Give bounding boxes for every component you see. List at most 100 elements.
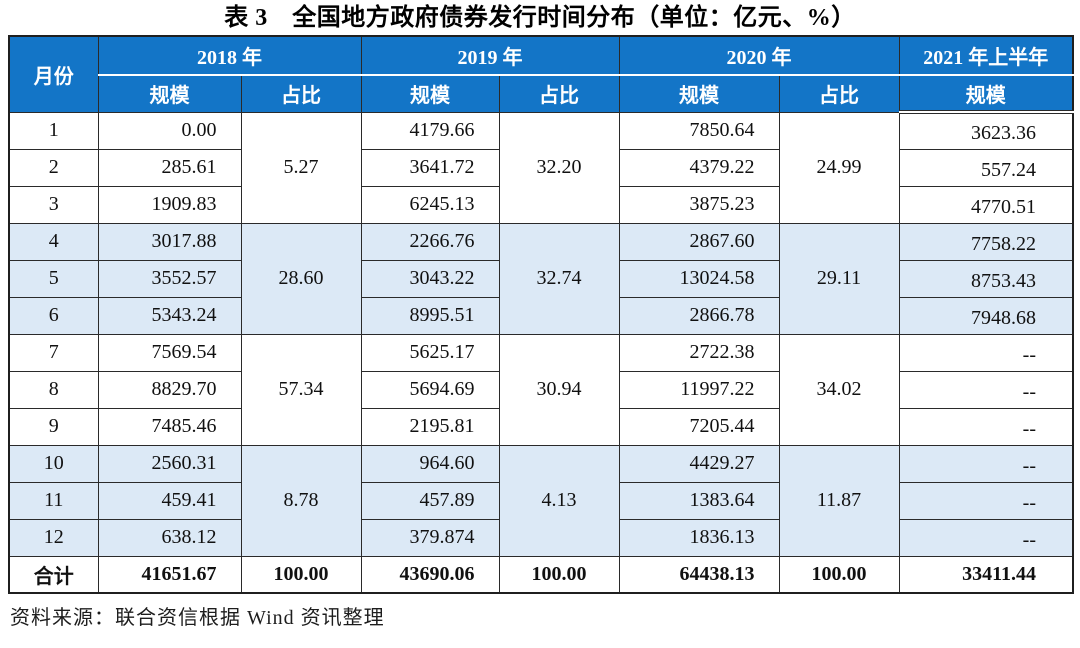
scale-2021-cell: 7758.22: [898, 222, 1074, 261]
share-2019-cell: 32.74: [498, 222, 620, 335]
scale-2021-cell: --: [898, 481, 1074, 520]
scale-2021-cell: --: [898, 370, 1074, 409]
table-row: 4 3017.88 28.60 2266.76 32.74 2867.60 29.11 775…: [8, 222, 1074, 335]
month-cell: 5: [8, 259, 99, 298]
scale-2019-cell: 2266.76: [360, 222, 500, 261]
share-2020-cell: 29.11: [778, 222, 900, 335]
scale-2019-cell: 2195.81: [360, 407, 500, 446]
month-cell: 10: [8, 444, 99, 483]
total-2021-scale: 33411.44: [898, 555, 1074, 594]
share-2019-cell: 30.94: [498, 333, 620, 446]
header-year-row: 月份 2018 年 2019 年 2020 年 2021 年上半年: [8, 35, 1074, 113]
scale-2018-cell: 3017.88: [97, 222, 242, 261]
col-header-share-0: 占比: [240, 74, 362, 113]
scale-2020-cell: 1836.13: [618, 518, 780, 557]
col-header-share-1: 占比: [498, 74, 620, 113]
scale-2020-cell: 13024.58: [618, 259, 780, 298]
scale-2021-cell: --: [898, 333, 1074, 372]
scale-2020-cell: 2866.78: [618, 296, 780, 335]
scale-2018-cell: 0.00: [97, 111, 242, 150]
scale-2021-cell: 7948.68: [898, 296, 1074, 335]
scale-2021-cell: 557.24: [898, 148, 1074, 187]
scale-2019-cell: 8995.51: [360, 296, 500, 335]
scale-2018-cell: 2560.31: [97, 444, 242, 483]
share-2019-cell: 32.20: [498, 111, 620, 224]
table-head: 月份 2018 年 2019 年 2020 年 2021 年上半年 规模 占比 规模 占比 规模占…: [8, 35, 1074, 113]
table-row: 6 5343.24 8995.51 2866.78 7948.68: [8, 296, 1074, 335]
scale-2019-cell: 3641.72: [360, 148, 500, 187]
share-2018-cell: 28.60: [240, 222, 362, 335]
total-2018-scale: 41651.67: [97, 555, 242, 594]
col-header-share-2: 占比: [778, 74, 900, 113]
scale-2019-cell: 5694.69: [360, 370, 500, 409]
table-row: 11 459.41 457.89 1383.64 --: [8, 481, 1074, 520]
scale-2020-cell: 2722.38: [618, 333, 780, 372]
col-header-year-2: 2020 年: [618, 35, 900, 76]
scale-2020-cell: 2867.60: [618, 222, 780, 261]
scale-2021-cell: --: [898, 518, 1074, 557]
col-header-year-1: 2019 年: [360, 35, 620, 76]
table-row: 8 8829.70 5694.69 11997.22 --: [8, 370, 1074, 409]
scale-2020-cell: 4429.27: [618, 444, 780, 483]
total-2020-scale: 64438.13: [618, 555, 780, 594]
month-cell: 12: [8, 518, 99, 557]
table-body: 1 0.00 5.27 4179.66 32.20 7850.64 24.99 3623.36…: [8, 110, 1074, 594]
month-cell: 6: [8, 296, 99, 335]
table-title: 表 3 全国地方政府债券发行时间分布（单位：亿元、%）: [224, 5, 856, 31]
scale-2021-cell: --: [898, 444, 1074, 483]
scale-2019-cell: 6245.13: [360, 185, 500, 224]
total-row: 合计 41651.67 100.00 43690.06 100.00 64438.13 10…: [8, 555, 1074, 594]
scale-2020-cell: 7205.44: [618, 407, 780, 446]
table-row: 5 3552.57 3043.22 13024.58 8753.43: [8, 259, 1074, 298]
table-row: 3 1909.83 6245.13 3875.23 4770.51: [8, 185, 1074, 224]
share-2018-cell: 8.78: [240, 444, 362, 557]
col-header-scale-2: 规模: [618, 74, 780, 113]
scale-2020-cell: 3875.23: [618, 185, 780, 224]
col-header-scale-2021: 规模: [898, 74, 1074, 113]
scale-2021-cell: 8753.43: [898, 259, 1074, 298]
total-2020-share: 100.00: [778, 555, 900, 594]
month-cell: 1: [8, 111, 99, 150]
month-cell: 9: [8, 407, 99, 446]
col-header-year-3: 2021 年上半年: [898, 35, 1074, 76]
total-2019-share: 100.00: [498, 555, 620, 594]
source-note: 资料来源：联合资信根据 Wind 资讯整理: [10, 607, 385, 629]
table-row: 10 2560.31 8.78 964.60 4.13 4429.27 11.87 --: [8, 444, 1074, 557]
scale-2019-cell: 964.60: [360, 444, 500, 483]
scale-2018-cell: 7485.46: [97, 407, 242, 446]
month-cell: 8: [8, 370, 99, 409]
scale-2019-cell: 457.89: [360, 481, 500, 520]
scale-2018-cell: 285.61: [97, 148, 242, 187]
share-2020-cell: 11.87: [778, 444, 900, 557]
share-2019-cell: 4.13: [498, 444, 620, 557]
scale-2018-cell: 3552.57: [97, 259, 242, 298]
month-cell: 4: [8, 222, 99, 261]
scale-2020-cell: 1383.64: [618, 481, 780, 520]
scale-2018-cell: 8829.70: [97, 370, 242, 409]
table-row: 1 0.00 5.27 4179.66 32.20 7850.64 24.99 3623.36: [8, 110, 1074, 224]
share-2018-cell: 5.27: [240, 111, 362, 224]
col-header-year-0: 2018 年: [97, 35, 362, 76]
month-cell: 2: [8, 148, 99, 187]
col-header-scale-1: 规模: [360, 74, 500, 113]
scale-2020-cell: 11997.22: [618, 370, 780, 409]
scale-2018-cell: 5343.24: [97, 296, 242, 335]
share-2020-cell: 34.02: [778, 333, 900, 446]
bond-issuance-table: 月份 2018 年 2019 年 2020 年 2021 年上半年 规模 占比 规模 占比 规模占…: [8, 35, 1074, 594]
col-header-scale-0: 规模: [97, 74, 242, 113]
scale-2018-cell: 638.12: [97, 518, 242, 557]
share-2020-cell: 24.99: [778, 111, 900, 224]
scale-2018-cell: 1909.83: [97, 185, 242, 224]
month-cell: 3: [8, 185, 99, 224]
table-row: 12 638.12 379.874 1836.13 --: [8, 518, 1074, 557]
month-cell: 7: [8, 333, 99, 372]
col-header-month: 月份: [8, 35, 99, 113]
total-label: 合计: [8, 555, 99, 594]
month-cell: 11: [8, 481, 99, 520]
share-2018-cell: 57.34: [240, 333, 362, 446]
scale-2021-cell: 3623.36: [898, 110, 1074, 150]
total-2018-share: 100.00: [240, 555, 362, 594]
table-row: 2 285.61 3641.72 4379.22 557.24: [8, 148, 1074, 187]
scale-2019-cell: 5625.17: [360, 333, 500, 372]
